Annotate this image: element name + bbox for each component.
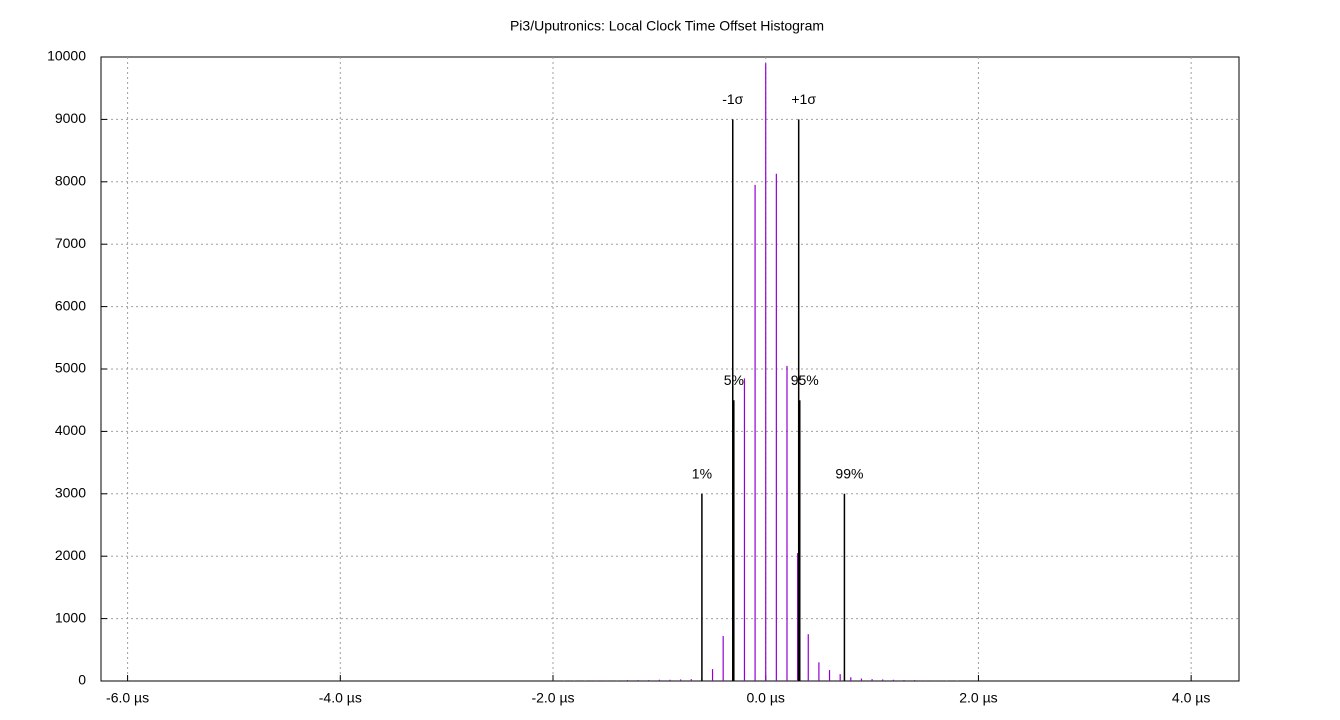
marker-label: -1σ (722, 91, 743, 107)
x-tick-label: 4.0 µs (1172, 690, 1210, 706)
y-tick-label: 0 (78, 672, 86, 688)
x-tick-label: 2.0 µs (959, 690, 997, 706)
x-tick-label: -6.0 µs (106, 690, 149, 706)
y-tick-label: 2000 (55, 547, 86, 563)
y-tick-label: 1000 (55, 609, 86, 625)
marker-label: +1σ (791, 91, 816, 107)
chart-title: Pi3/Uputronics: Local Clock Time Offset … (510, 18, 824, 34)
marker-label: 95% (791, 372, 819, 388)
x-tick-label: 0.0 µs (747, 690, 785, 706)
marker-label: 99% (835, 466, 863, 482)
y-tick-label: 4000 (55, 422, 86, 438)
x-tick-label: -4.0 µs (319, 690, 362, 706)
x-tick-label: -2.0 µs (531, 690, 574, 706)
y-tick-label: 5000 (55, 360, 86, 376)
marker-label: 1% (692, 466, 712, 482)
y-tick-label: 6000 (55, 297, 86, 313)
y-tick-label: 8000 (55, 173, 86, 189)
y-tick-label: 3000 (55, 485, 86, 501)
y-tick-label: 10000 (47, 48, 86, 64)
y-tick-label: 7000 (55, 235, 86, 251)
y-tick-label: 9000 (55, 110, 86, 126)
marker-label: 5% (724, 372, 744, 388)
